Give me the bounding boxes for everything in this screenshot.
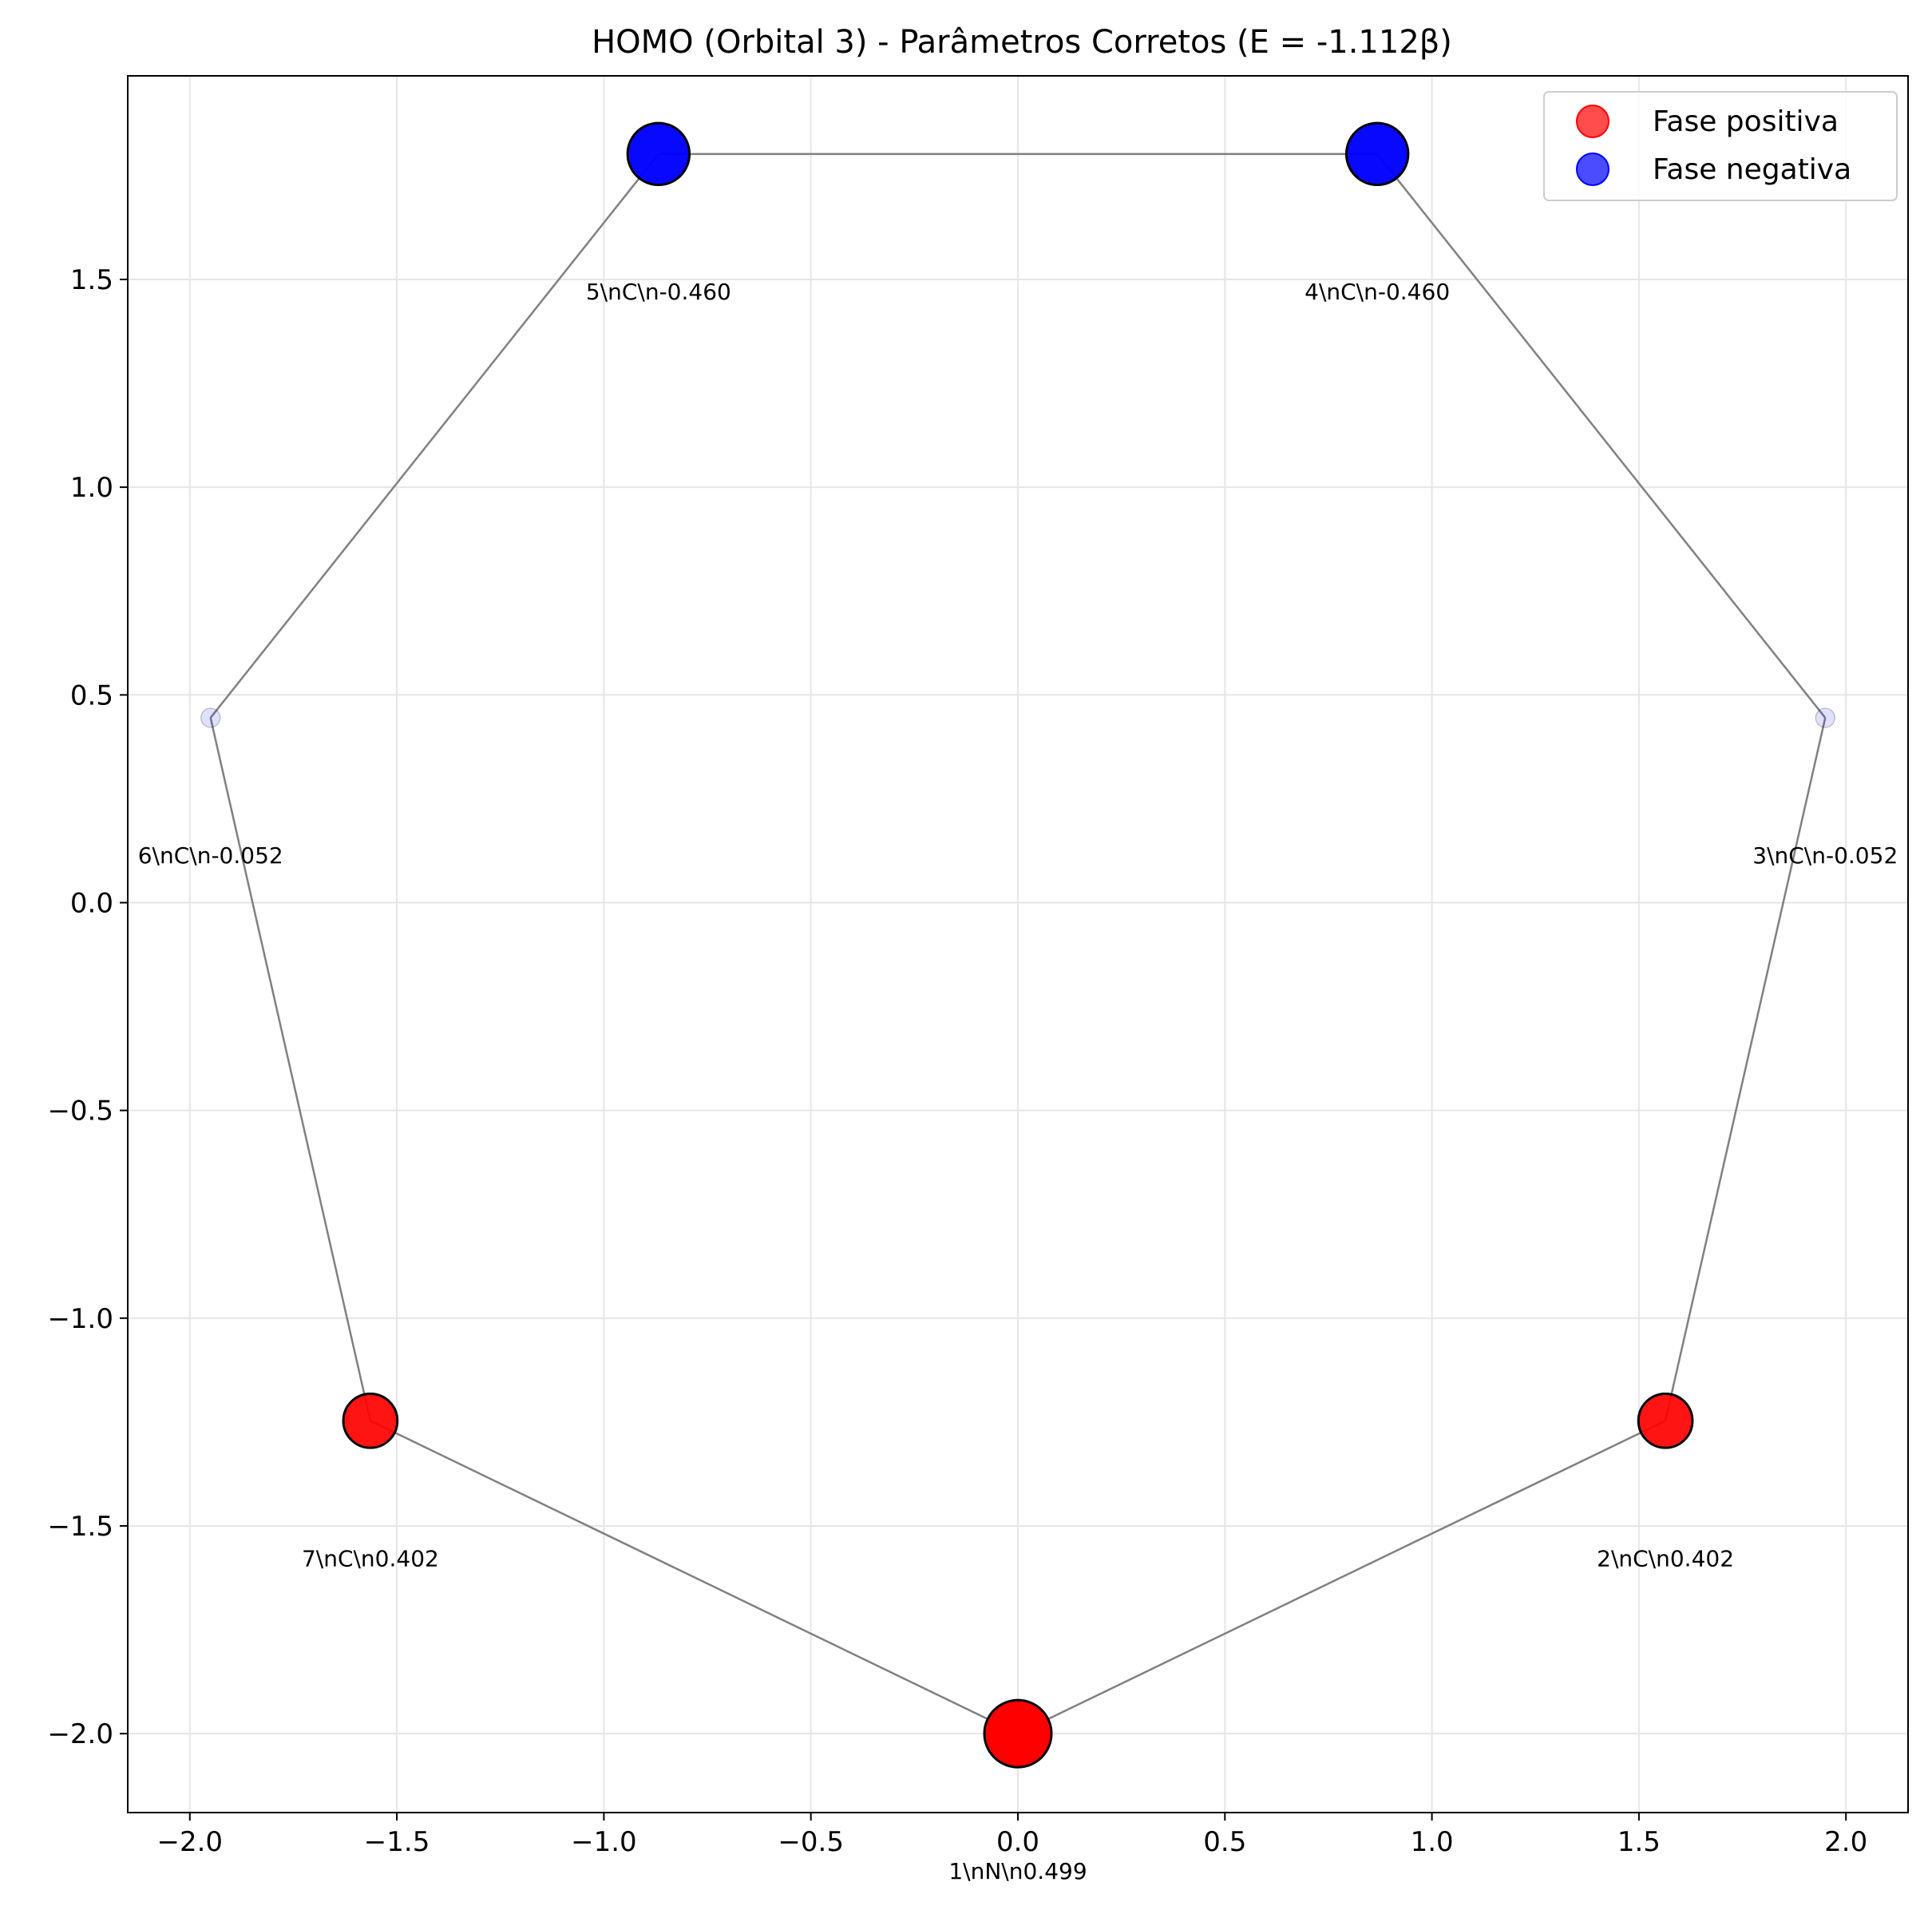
x-tick-label: 1.5 [1617, 1826, 1661, 1858]
y-tick-label: −1.0 [47, 1303, 113, 1335]
atom-marker [983, 1698, 1053, 1769]
atom-marker [626, 121, 691, 187]
y-tick-label: −1.5 [47, 1511, 113, 1543]
x-tick-label: −2.0 [157, 1826, 224, 1858]
y-tick-label: −2.0 [47, 1718, 113, 1750]
bond-line [1017, 1420, 1666, 1735]
bond-lines [209, 153, 1827, 1735]
atom-label: 4\nC\n-0.460 [1304, 279, 1450, 305]
atom-label: 7\nC\n0.402 [302, 1545, 439, 1571]
atom-label: 1\nN\n0.499 [948, 1858, 1087, 1884]
atom-marker [1344, 121, 1410, 187]
x-tick-label: −1.5 [364, 1826, 430, 1858]
atom-marker [200, 707, 221, 728]
x-tick-label: −0.5 [778, 1826, 844, 1858]
y-tick-label: 1.0 [70, 472, 113, 504]
x-tick-label: 1.0 [1411, 1826, 1454, 1858]
grid-lines [128, 76, 1908, 1813]
atom-labels: 1\nN\n0.499 2\nC\n0.402 3\nC\n-0.052 4\nC\n… [138, 279, 1898, 1884]
x-axis-ticks: −2.0 −1.5 −1.0 −0.5 0.0 0.5 1.0 1.5 2.0 [157, 1813, 1867, 1858]
y-tick-label: −0.5 [47, 1096, 113, 1127]
x-tick-label: 2.0 [1824, 1826, 1867, 1858]
atom-markers [200, 121, 1835, 1769]
legend-marker [1576, 105, 1609, 138]
y-axis-ticks: −2.0 −1.5 −1.0 −0.5 0.0 0.5 1.0 1.5 [47, 264, 128, 1750]
x-tick-label: −1.0 [571, 1826, 637, 1858]
bond-line [370, 1420, 1019, 1735]
legend-box [1543, 91, 1898, 201]
chart-title: HOMO (Orbital 3) - Parâmetros Corretos (… [592, 24, 1452, 61]
atom-label: 6\nC\n-0.052 [138, 842, 283, 869]
atom-label: 2\nC\n0.402 [1597, 1545, 1734, 1571]
x-tick-label: 0.0 [996, 1826, 1039, 1858]
atom-marker [1637, 1392, 1694, 1449]
atom-label: 3\nC\n-0.052 [1752, 842, 1898, 869]
y-tick-label: 0.5 [70, 680, 113, 711]
bond-line [1376, 153, 1827, 719]
atom-marker [342, 1392, 399, 1449]
bond-line [209, 717, 372, 1421]
legend-label: Fase negativa [1653, 153, 1851, 186]
legend-marker [1576, 153, 1609, 186]
y-tick-label: 0.0 [70, 887, 113, 919]
y-tick-label: 1.5 [70, 264, 113, 296]
x-tick-label: 0.5 [1203, 1826, 1246, 1858]
bond-line [1664, 717, 1827, 1421]
atom-label: 5\nC\n-0.460 [586, 279, 731, 305]
atom-marker [1815, 707, 1835, 728]
legend: Fase positiva Fase negativa [1543, 91, 1898, 201]
legend-label: Fase positiva [1653, 105, 1839, 138]
bond-line [209, 153, 659, 719]
